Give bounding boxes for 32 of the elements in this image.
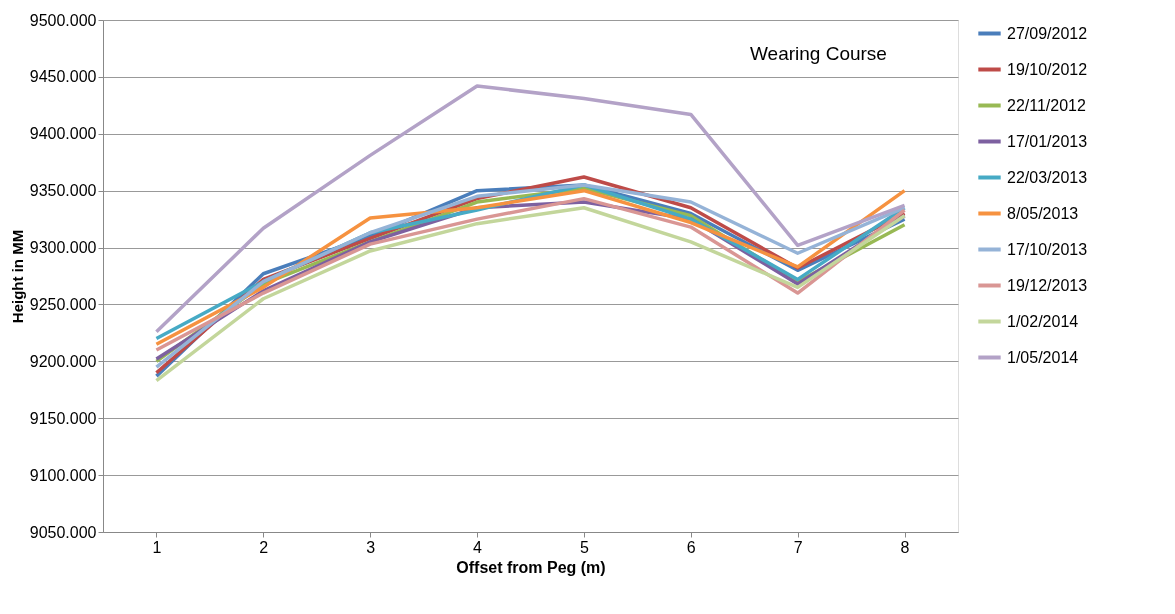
legend-label: 17/01/2013	[1007, 132, 1088, 150]
y-tick-label: 9050.000	[29, 523, 97, 541]
y-tick-label: 9100.000	[29, 466, 97, 484]
x-tick-label: 7	[793, 538, 803, 556]
y-tick-label: 9250.000	[29, 295, 97, 313]
legend-label: 19/12/2013	[1007, 276, 1088, 294]
y-tick-label: 9350.000	[29, 182, 97, 200]
x-tick-label: 4	[473, 538, 483, 556]
legend-label: 17/10/2013	[1007, 240, 1088, 258]
legend-label: 22/11/2012	[1007, 96, 1086, 114]
x-tick-label: 6	[686, 538, 696, 556]
legend-label: 1/02/2014	[1007, 312, 1079, 330]
legend-label: 27/09/2012	[1007, 24, 1088, 42]
x-tick-label: 5	[579, 538, 589, 556]
legend-label: 1/05/2014	[1007, 348, 1079, 366]
y-axis-title: Height in MM	[8, 229, 26, 324]
x-axis-title: Offset from Peg (m)	[456, 558, 606, 576]
x-tick-label: 8	[900, 538, 910, 556]
x-tick-label: 1	[152, 538, 162, 556]
line-series	[154, 84, 907, 334]
legend-label: 8/05/2013	[1007, 204, 1079, 222]
y-tick-label: 9150.000	[29, 409, 97, 427]
y-tick-label: 9450.000	[29, 68, 97, 86]
y-tick-label: 9400.000	[29, 125, 97, 143]
x-tick-label: 2	[259, 538, 269, 556]
legend-label: 19/10/2012	[1007, 60, 1088, 78]
x-tick-label: 3	[366, 538, 376, 556]
legend-label: 22/03/2013	[1007, 168, 1088, 186]
y-tick-label: 9200.000	[29, 352, 97, 370]
y-tick-label: 9500.000	[29, 11, 97, 29]
y-tick-label: 9300.000	[29, 239, 97, 257]
annotation: Wearing Course	[750, 43, 887, 64]
